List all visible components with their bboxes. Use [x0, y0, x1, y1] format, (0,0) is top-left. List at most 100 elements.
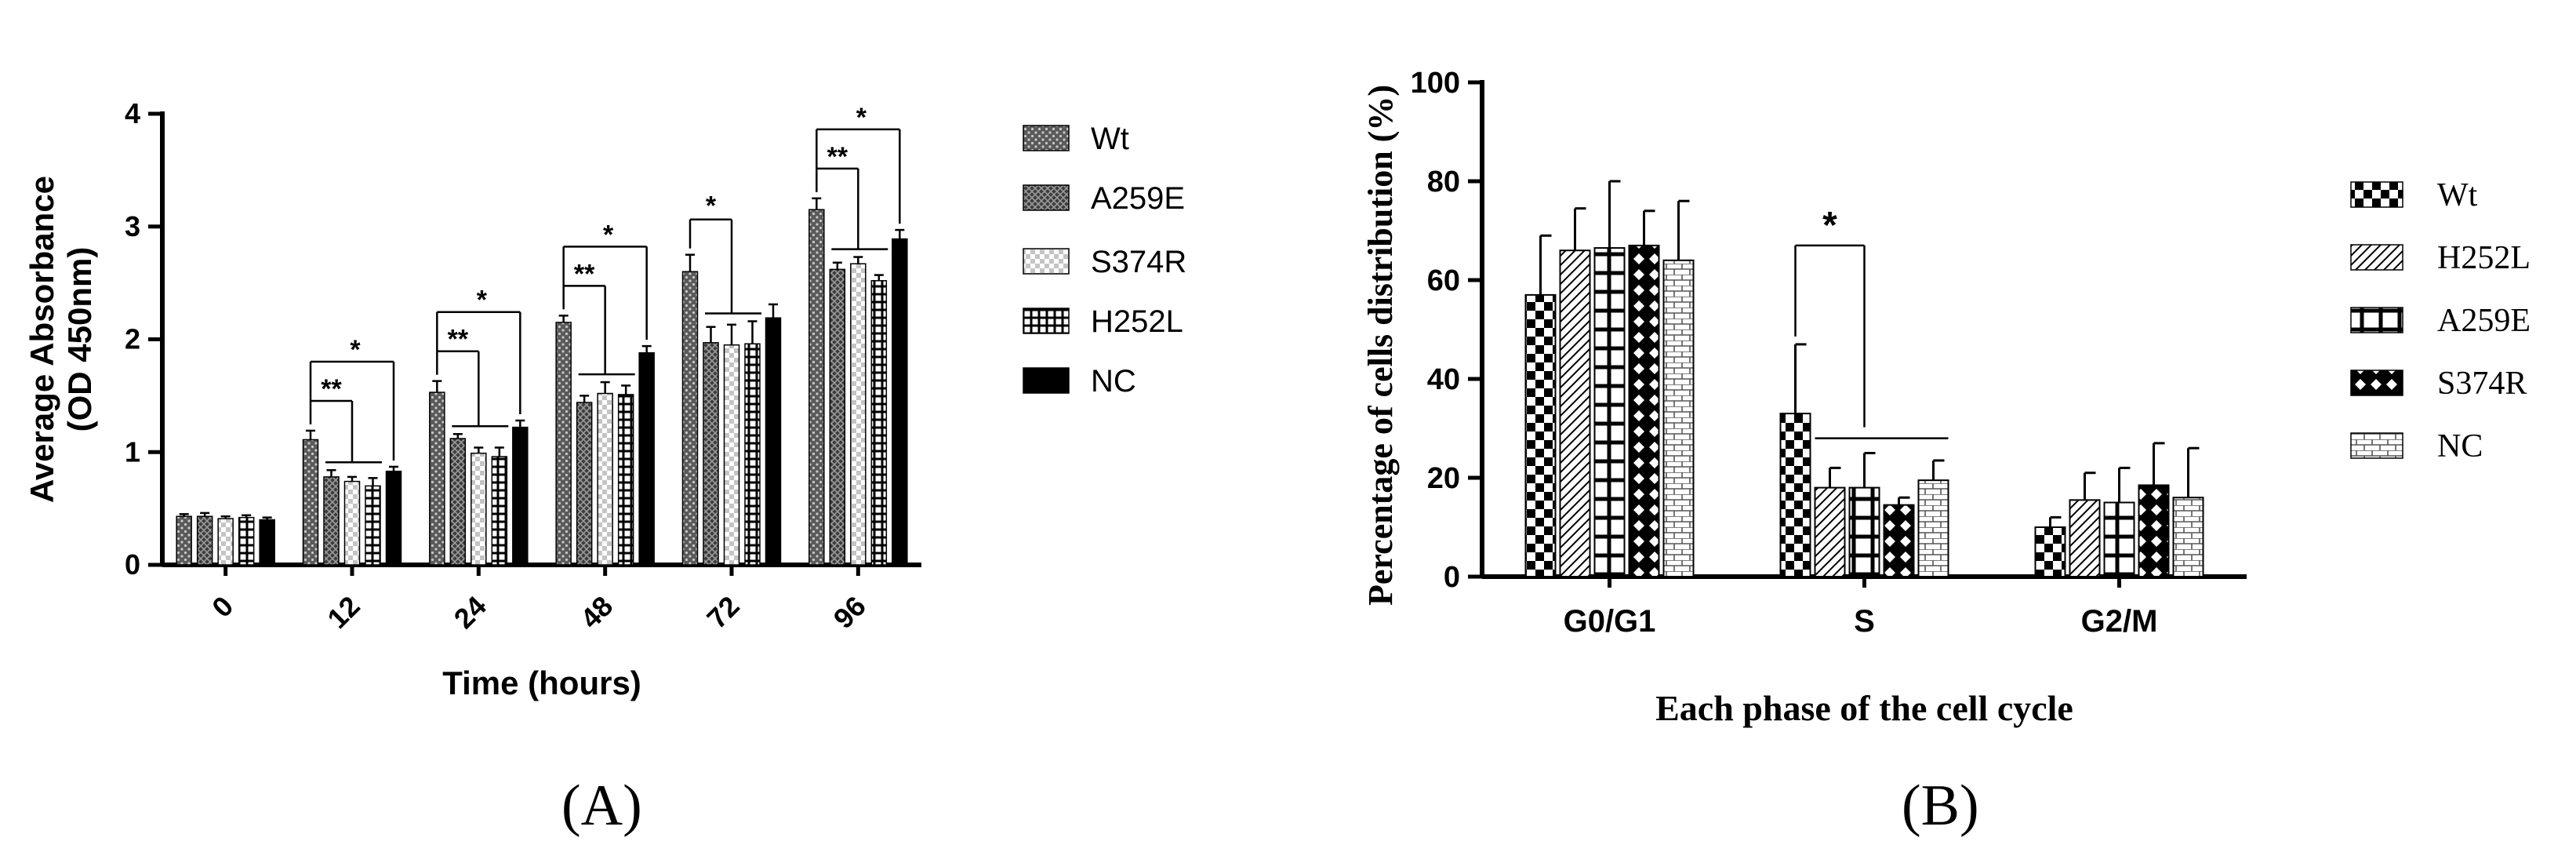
y-tick-label: 0 — [125, 548, 140, 581]
bar-Wt-G0/G1 — [1524, 293, 1557, 577]
significance-mark: * — [350, 335, 361, 365]
legend-label-A259E: A259E — [2437, 303, 2531, 339]
legend-label-S374R: S374R — [1091, 245, 1186, 279]
bar-H252L-24 — [491, 456, 508, 566]
bar-NC-24 — [512, 426, 529, 566]
y-tick-label: 20 — [1427, 462, 1460, 495]
legend-swatch-S374R — [2350, 370, 2403, 396]
bar-H252L-72 — [744, 343, 761, 566]
legend-label-S374R: S374R — [2437, 366, 2527, 402]
x-tick-label: S — [1854, 604, 1875, 639]
bar-H252L-G0/G1 — [1559, 249, 1591, 577]
significance-mark: * — [1822, 205, 1837, 246]
bar-NC-48 — [638, 352, 655, 566]
bar-H252L-G2/M — [2069, 499, 2101, 577]
y-tick-label: 3 — [125, 210, 140, 242]
bar-S374R-S — [1883, 504, 1915, 578]
y-tick-label: 40 — [1427, 363, 1460, 396]
legend-swatch-S374R — [1023, 248, 1070, 275]
bar-H252L-S — [1814, 486, 1846, 577]
y-axis-label-line1: Average Absorbance — [24, 176, 60, 503]
panel-a-label: (A) — [561, 774, 642, 838]
y-tick-label: 4 — [125, 97, 140, 129]
bar-H252L-48 — [617, 394, 634, 566]
bar-A259E-0 — [196, 515, 213, 566]
bar-H252L-96 — [870, 280, 888, 566]
significance-mark: ** — [321, 374, 342, 404]
x-tick-label: 12 — [321, 590, 365, 635]
bar-S374R-12 — [343, 480, 361, 566]
chart-b: 0 20 40 60 80 100 G0/G1 S G2/M * Each phase of the… — [1361, 67, 2531, 728]
y-axis-label: Percentage of cells distribution (%) — [1361, 85, 1400, 606]
significance-mark: ** — [574, 259, 595, 289]
y-tick-label: 1 — [125, 435, 140, 468]
bar-A259E-S — [1848, 486, 1880, 577]
bar-A259E-G0/G1 — [1593, 247, 1626, 577]
y-tick-label: 100 — [1411, 67, 1460, 100]
bar-A259E-48 — [576, 402, 593, 566]
bar-Wt-24 — [429, 391, 445, 566]
significance-mark: ** — [827, 142, 848, 172]
bar-S374R-G2/M — [2138, 484, 2170, 578]
significance-mark: * — [477, 286, 488, 315]
bar-Wt-72 — [681, 271, 699, 566]
significance-mark: ** — [448, 325, 469, 355]
bar-NC-G2/M — [2172, 497, 2204, 578]
y-tick-label: 2 — [125, 323, 140, 355]
legend-swatch-A259E — [2350, 307, 2403, 333]
legend-label-Wt: Wt — [1091, 122, 1129, 156]
legend-swatch-Wt — [2350, 181, 2403, 208]
y-axis-label-line2: (OD 450nm) — [61, 247, 98, 432]
bar-A259E-72 — [703, 342, 719, 566]
bar-NC-0 — [259, 519, 275, 566]
legend-label-H252L: H252L — [1091, 304, 1183, 339]
bar-H252L-0 — [238, 516, 255, 566]
bar-S374R-24 — [471, 452, 487, 566]
significance-mark: * — [603, 220, 614, 249]
legend-swatch-NC — [1023, 367, 1070, 394]
legend-label-A259E: A259E — [1091, 181, 1185, 216]
bar-S374R-48 — [597, 392, 613, 566]
bar-Wt-0 — [176, 515, 192, 566]
legend-label-H252L: H252L — [2437, 240, 2531, 276]
bar-A259E-96 — [829, 268, 846, 566]
bar-S374R-96 — [850, 263, 867, 566]
bar-NC-12 — [385, 470, 402, 566]
x-tick-label: 48 — [574, 590, 619, 635]
bar-Wt-96 — [808, 209, 825, 566]
x-tick-label: 24 — [448, 590, 492, 635]
legend-label-NC: NC — [2437, 428, 2483, 464]
bar-S374R-G0/G1 — [1628, 244, 1660, 577]
x-axis-label: Each phase of the cell cycle — [1655, 688, 2073, 728]
x-tick-label: 96 — [827, 590, 872, 635]
y-axis-label: Average Absorbance(OD 450nm) — [24, 176, 98, 503]
y-tick-label: 80 — [1427, 166, 1460, 198]
x-tick-label: G0/G1 — [1564, 604, 1656, 639]
x-tick-label: G2/M — [2081, 604, 2158, 639]
legend-label-NC: NC — [1091, 364, 1136, 399]
bar-NC-96 — [892, 238, 908, 566]
significance-mark: * — [856, 103, 867, 133]
bar-Wt-12 — [302, 439, 319, 566]
legend-label-Wt: Wt — [2437, 177, 2478, 213]
significance-mark: * — [706, 191, 717, 221]
bar-Wt-48 — [555, 322, 572, 566]
bar-Wt-S — [1779, 413, 1811, 577]
legend-swatch-NC — [2350, 432, 2403, 459]
y-tick-label: 0 — [1444, 561, 1460, 594]
bar-S374R-72 — [723, 344, 740, 566]
x-tick-label: 0 — [205, 590, 239, 624]
bar-A259E-24 — [449, 438, 467, 566]
bar-A259E-12 — [323, 476, 340, 566]
legend-swatch-H252L — [1023, 308, 1070, 334]
y-tick-label: 60 — [1427, 264, 1460, 297]
x-tick-label: 72 — [700, 590, 745, 635]
panel-b-label: (B) — [1902, 774, 1979, 838]
bar-S374R-0 — [217, 518, 234, 566]
x-axis-label: Time (hours) — [442, 665, 641, 701]
bar-NC-G0/G1 — [1662, 259, 1695, 577]
bar-Wt-G2/M — [2034, 526, 2066, 577]
legend-swatch-Wt — [1023, 125, 1070, 151]
